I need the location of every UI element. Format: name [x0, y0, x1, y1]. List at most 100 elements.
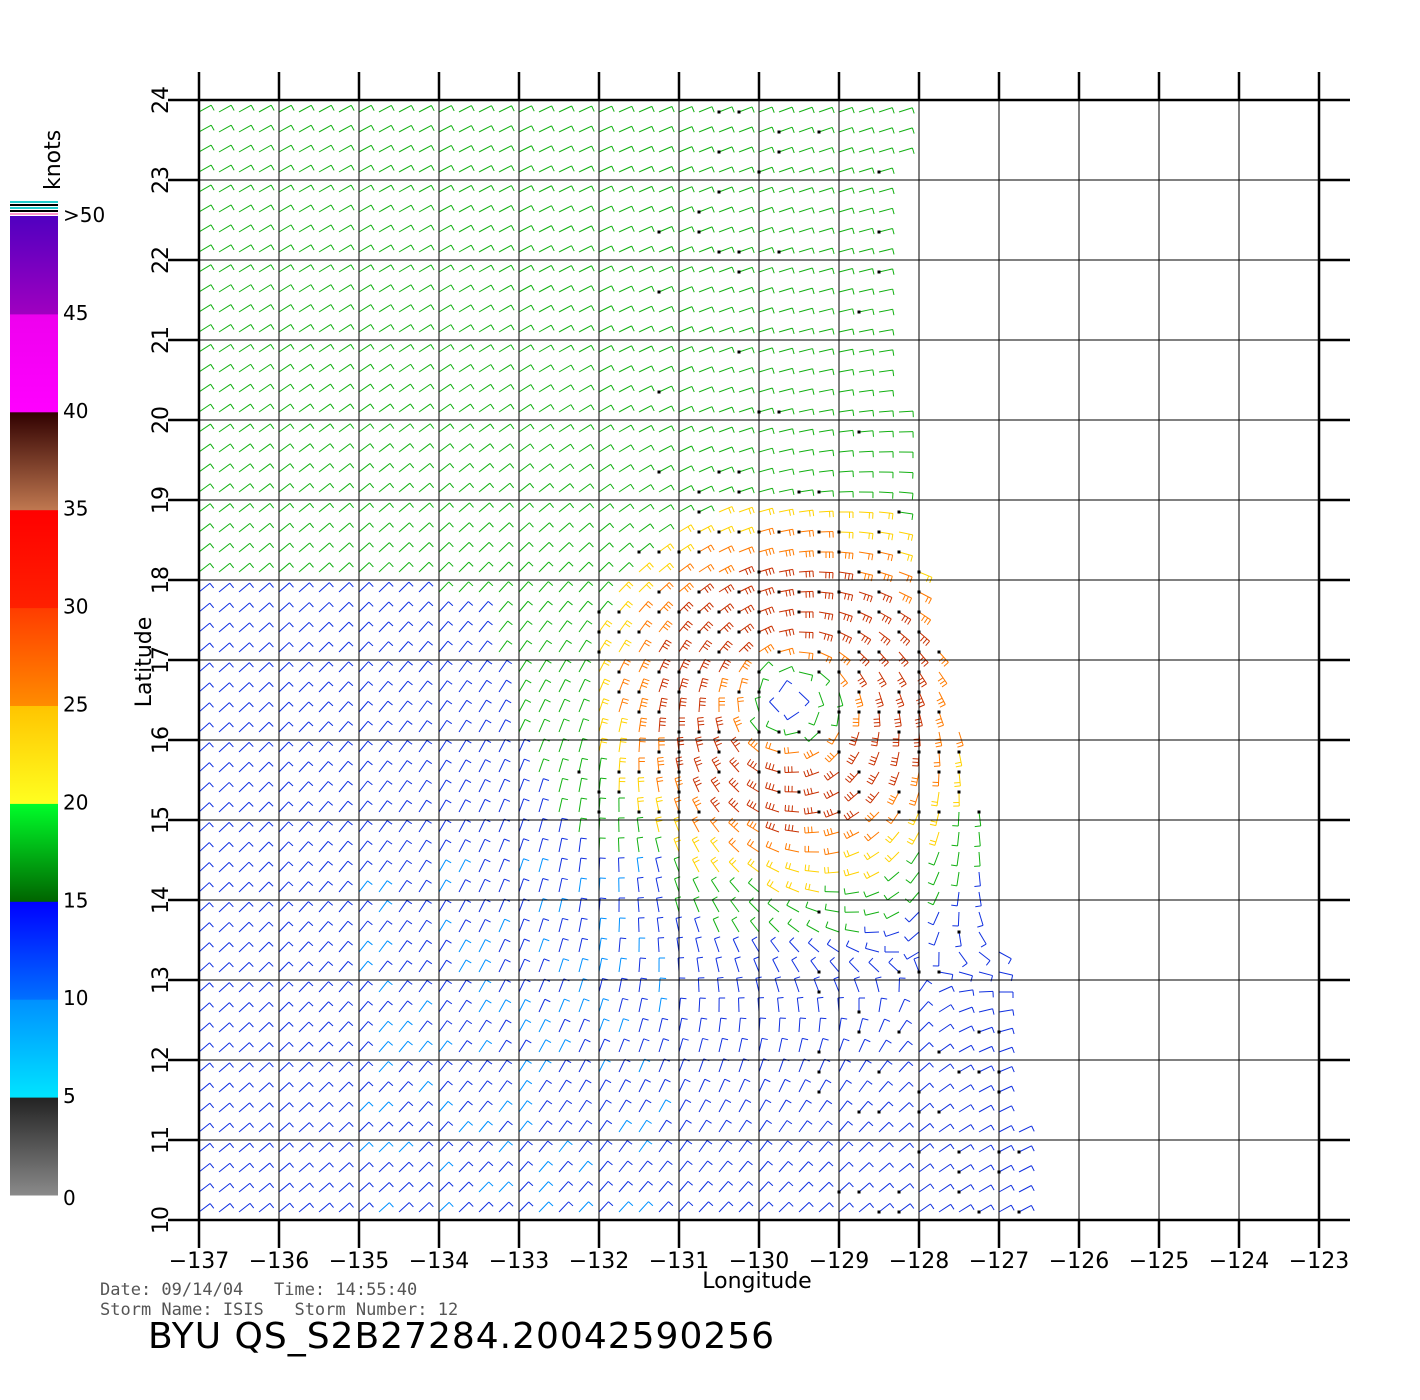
wind-barb-653 — [864, 909, 879, 915]
wind-barb-1573 — [319, 404, 334, 412]
wind-barb-911 — [459, 760, 471, 772]
wind-barb-1782 — [279, 285, 294, 292]
wind-barb-1021 — [319, 702, 333, 712]
wind-barb-1973 — [599, 186, 614, 192]
wind-barb-216 — [319, 1102, 333, 1112]
wind-barb-1509 — [479, 444, 494, 452]
wind-barb-1616 — [459, 384, 474, 392]
wind-barb-794 — [499, 819, 510, 832]
wind-barb-845 — [711, 797, 720, 812]
wind-barb-1471 — [439, 463, 454, 472]
wind-barb-529 — [830, 957, 839, 972]
wind-barb-508 — [419, 960, 432, 972]
wind-barb-1965 — [439, 185, 454, 192]
wind-barb-1926 — [359, 205, 374, 212]
wind-barb-1895 — [439, 225, 454, 232]
lon-tick-label-2: −135 — [329, 1249, 389, 1274]
wind-barb-14 — [479, 1202, 493, 1212]
wind-barb-1618 — [499, 384, 514, 392]
wind-barb-1584 — [539, 404, 554, 412]
wind-barb-1612 — [379, 384, 394, 392]
wind-barb-1447 — [679, 486, 694, 492]
wind-barb-1669 — [819, 369, 834, 375]
wind-barb-634 — [499, 899, 510, 912]
wind-barb-1064 — [419, 681, 432, 692]
wind-barb-1743 — [199, 305, 214, 312]
wind-barb-943 — [319, 742, 333, 752]
wind-barb-2047 — [679, 147, 694, 153]
wind-barb-6 — [319, 1203, 334, 1212]
wind-barb-1711 — [259, 324, 274, 332]
wind-barb-133 — [339, 1142, 353, 1152]
wind-barb-2106 — [419, 105, 434, 112]
wind-barb-1980 — [739, 187, 754, 193]
wind-barb-1271 — [798, 591, 814, 598]
wind-barb-339 — [319, 1042, 333, 1052]
wind-barb-933 — [889, 772, 899, 785]
wind-barb-1286 — [359, 563, 373, 572]
wind-barb-1646 — [359, 364, 374, 372]
wind-barb-956 — [579, 738, 588, 752]
wind-barb-1919 — [219, 205, 234, 212]
wind-barb-893 — [866, 792, 879, 803]
wind-barb-295 — [259, 1063, 273, 1072]
wind-barb-2007 — [579, 166, 594, 172]
wind-barb-1003 — [733, 717, 741, 732]
wind-barb-2025 — [239, 145, 254, 152]
wind-barb-1898 — [499, 225, 514, 232]
wind-barb-1557 — [719, 427, 734, 433]
wind-barb-1037 — [638, 698, 649, 713]
wind-barb-1857 — [379, 245, 394, 252]
wind-barb-1104 — [459, 661, 472, 672]
wind-barb-1949 — [819, 208, 834, 214]
wind-barb-247 — [938, 1104, 954, 1114]
wind-barb-226 — [519, 1101, 532, 1112]
wind-barb-1079 — [719, 678, 728, 692]
wind-barb-700 — [219, 862, 233, 872]
wind-barb-1597 — [799, 409, 814, 415]
wind-barb-1464 — [299, 464, 314, 472]
wind-barb-1272 — [818, 591, 833, 600]
wind-barb-1247 — [319, 583, 333, 592]
wind-barb-1408 — [619, 504, 634, 512]
wind-barb-391 — [539, 1019, 551, 1032]
wind-barb-2069 — [399, 125, 414, 132]
wind-barb-1342 — [739, 547, 754, 554]
wind-barb-803 — [674, 817, 681, 832]
wind-barb-551 — [459, 940, 471, 952]
wind-barb-627 — [359, 901, 372, 912]
wind-barb-1969 — [519, 186, 534, 192]
wind-barb-1279 — [219, 563, 234, 572]
wind-barb-1523 — [759, 448, 774, 454]
wind-barb-1089 — [916, 691, 924, 708]
wind-barb-629 — [399, 900, 412, 912]
wind-barb-90 — [319, 1163, 333, 1172]
wind-barb-705 — [319, 861, 333, 872]
wind-barb-48 — [319, 1183, 334, 1192]
wind-barb-1141 — [439, 641, 453, 652]
wind-barb-877 — [559, 778, 568, 792]
wind-barb-393 — [579, 1019, 590, 1032]
wind-barb-134 — [359, 1142, 373, 1152]
wind-barb-2005 — [539, 166, 554, 172]
wind-barb-544 — [319, 942, 333, 952]
wind-barb-1460 — [219, 464, 234, 472]
wind-barb-1912 — [779, 228, 794, 234]
wind-barb-1968 — [499, 186, 514, 192]
wind-barb-475 — [579, 979, 589, 992]
wind-barb-1425 — [239, 484, 254, 492]
wind-barb-895 — [909, 792, 919, 805]
lat-tick-label-9: 19 — [149, 486, 174, 514]
wind-barb-203 — [899, 1123, 914, 1132]
wind-barb-922 — [676, 757, 683, 773]
wind-barb-1011 — [893, 731, 901, 746]
wind-barb-1455 — [839, 491, 853, 497]
wind-barb-373 — [999, 1047, 1014, 1053]
wind-barb-1398 — [419, 503, 434, 512]
wind-barb-116 — [839, 1162, 853, 1172]
wind-barb-1453 — [798, 490, 814, 496]
wind-barb-2099 — [279, 105, 294, 112]
wind-barb-504 — [339, 961, 353, 972]
wind-barb-433 — [559, 999, 570, 1012]
wind-barb-716 — [539, 858, 548, 872]
